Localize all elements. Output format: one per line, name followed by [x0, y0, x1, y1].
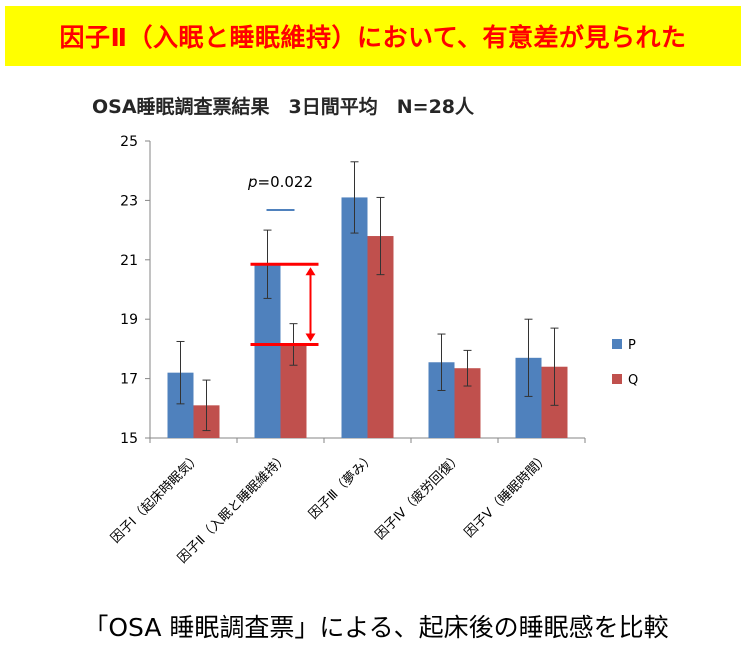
arrow-head-down — [305, 333, 316, 342]
y-tick-label: 21 — [120, 253, 138, 269]
y-tick-label: 17 — [120, 372, 138, 388]
headline-banner: 因子Ⅱ（入眠と睡眠維持）において、有意差が見られた — [5, 6, 741, 66]
headline-text: 因子Ⅱ（入眠と睡眠維持）において、有意差が見られた — [59, 23, 687, 52]
legend-swatch-p — [612, 339, 622, 349]
p-value-label: p=0.022 — [247, 173, 313, 191]
x-tick-label: 因子Ⅴ（睡眠時間） — [462, 450, 552, 540]
y-tick-label: 19 — [120, 312, 138, 328]
x-tick-label: 因子Ⅲ（夢み） — [306, 450, 378, 522]
y-tick-label: 25 — [120, 134, 138, 150]
x-tick-label: 因子Ⅰ（起床時眠気） — [108, 450, 205, 547]
legend-label-q: Q — [628, 373, 638, 388]
y-tick-label: 15 — [120, 431, 138, 447]
legend-label-p: P — [628, 338, 636, 353]
legend-swatch-q — [612, 374, 622, 384]
caption: 「OSA 睡眠調査票」による、起床後の睡眠感を比較 — [83, 613, 669, 642]
chart-title: OSA睡眠調査票結果 3日間平均 N=28人 — [92, 96, 475, 118]
arrow-head-up — [305, 267, 316, 276]
y-tick-label: 23 — [120, 193, 138, 209]
bar-p — [341, 197, 368, 438]
x-tick-label: 因子Ⅳ（疲労回復） — [372, 450, 465, 543]
